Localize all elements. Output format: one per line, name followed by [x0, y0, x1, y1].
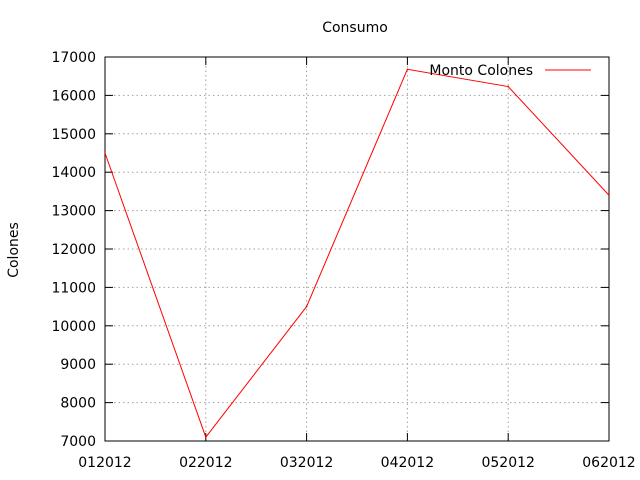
y-tick-label: 16000: [51, 88, 96, 104]
x-tick-label: 022012: [179, 455, 232, 471]
x-tick-label: 042012: [381, 455, 434, 471]
y-tick-label: 13000: [51, 204, 96, 220]
axis-ticks: 7000 8000 9000 10000 11000 12000 13000 14000 150…: [51, 50, 635, 471]
y-tick-label: 7000: [60, 434, 96, 450]
y-tick-label: 17000: [51, 50, 96, 66]
y-tick-label: 11000: [51, 280, 96, 296]
series-line: [104, 68, 610, 439]
y-tick-label: 10000: [51, 319, 96, 335]
legend: Monto Colones: [429, 63, 591, 79]
series-layer: [104, 68, 610, 439]
data-point: [104, 152, 106, 154]
legend-label: Monto Colones: [429, 63, 533, 79]
data-point: [608, 194, 610, 197]
x-tick-label: 012012: [78, 455, 131, 471]
x-tick-label: 052012: [481, 455, 534, 471]
y-tick-label: 12000: [51, 242, 96, 258]
x-tick-label: 032012: [280, 455, 333, 471]
y-tick-label: 14000: [51, 165, 96, 181]
grid-lines: [105, 57, 609, 441]
y-tick-label: 8000: [60, 396, 96, 412]
data-point: [305, 305, 308, 308]
x-tick-label: 062012: [582, 455, 635, 471]
data-point: [507, 85, 510, 88]
y-tick-label: 15000: [51, 127, 96, 143]
data-point: [205, 436, 207, 438]
data-point: [406, 68, 409, 71]
chart-title: Consumo: [322, 20, 388, 36]
y-axis-label: Colones: [6, 222, 22, 278]
y-tick-label: 9000: [60, 357, 96, 373]
